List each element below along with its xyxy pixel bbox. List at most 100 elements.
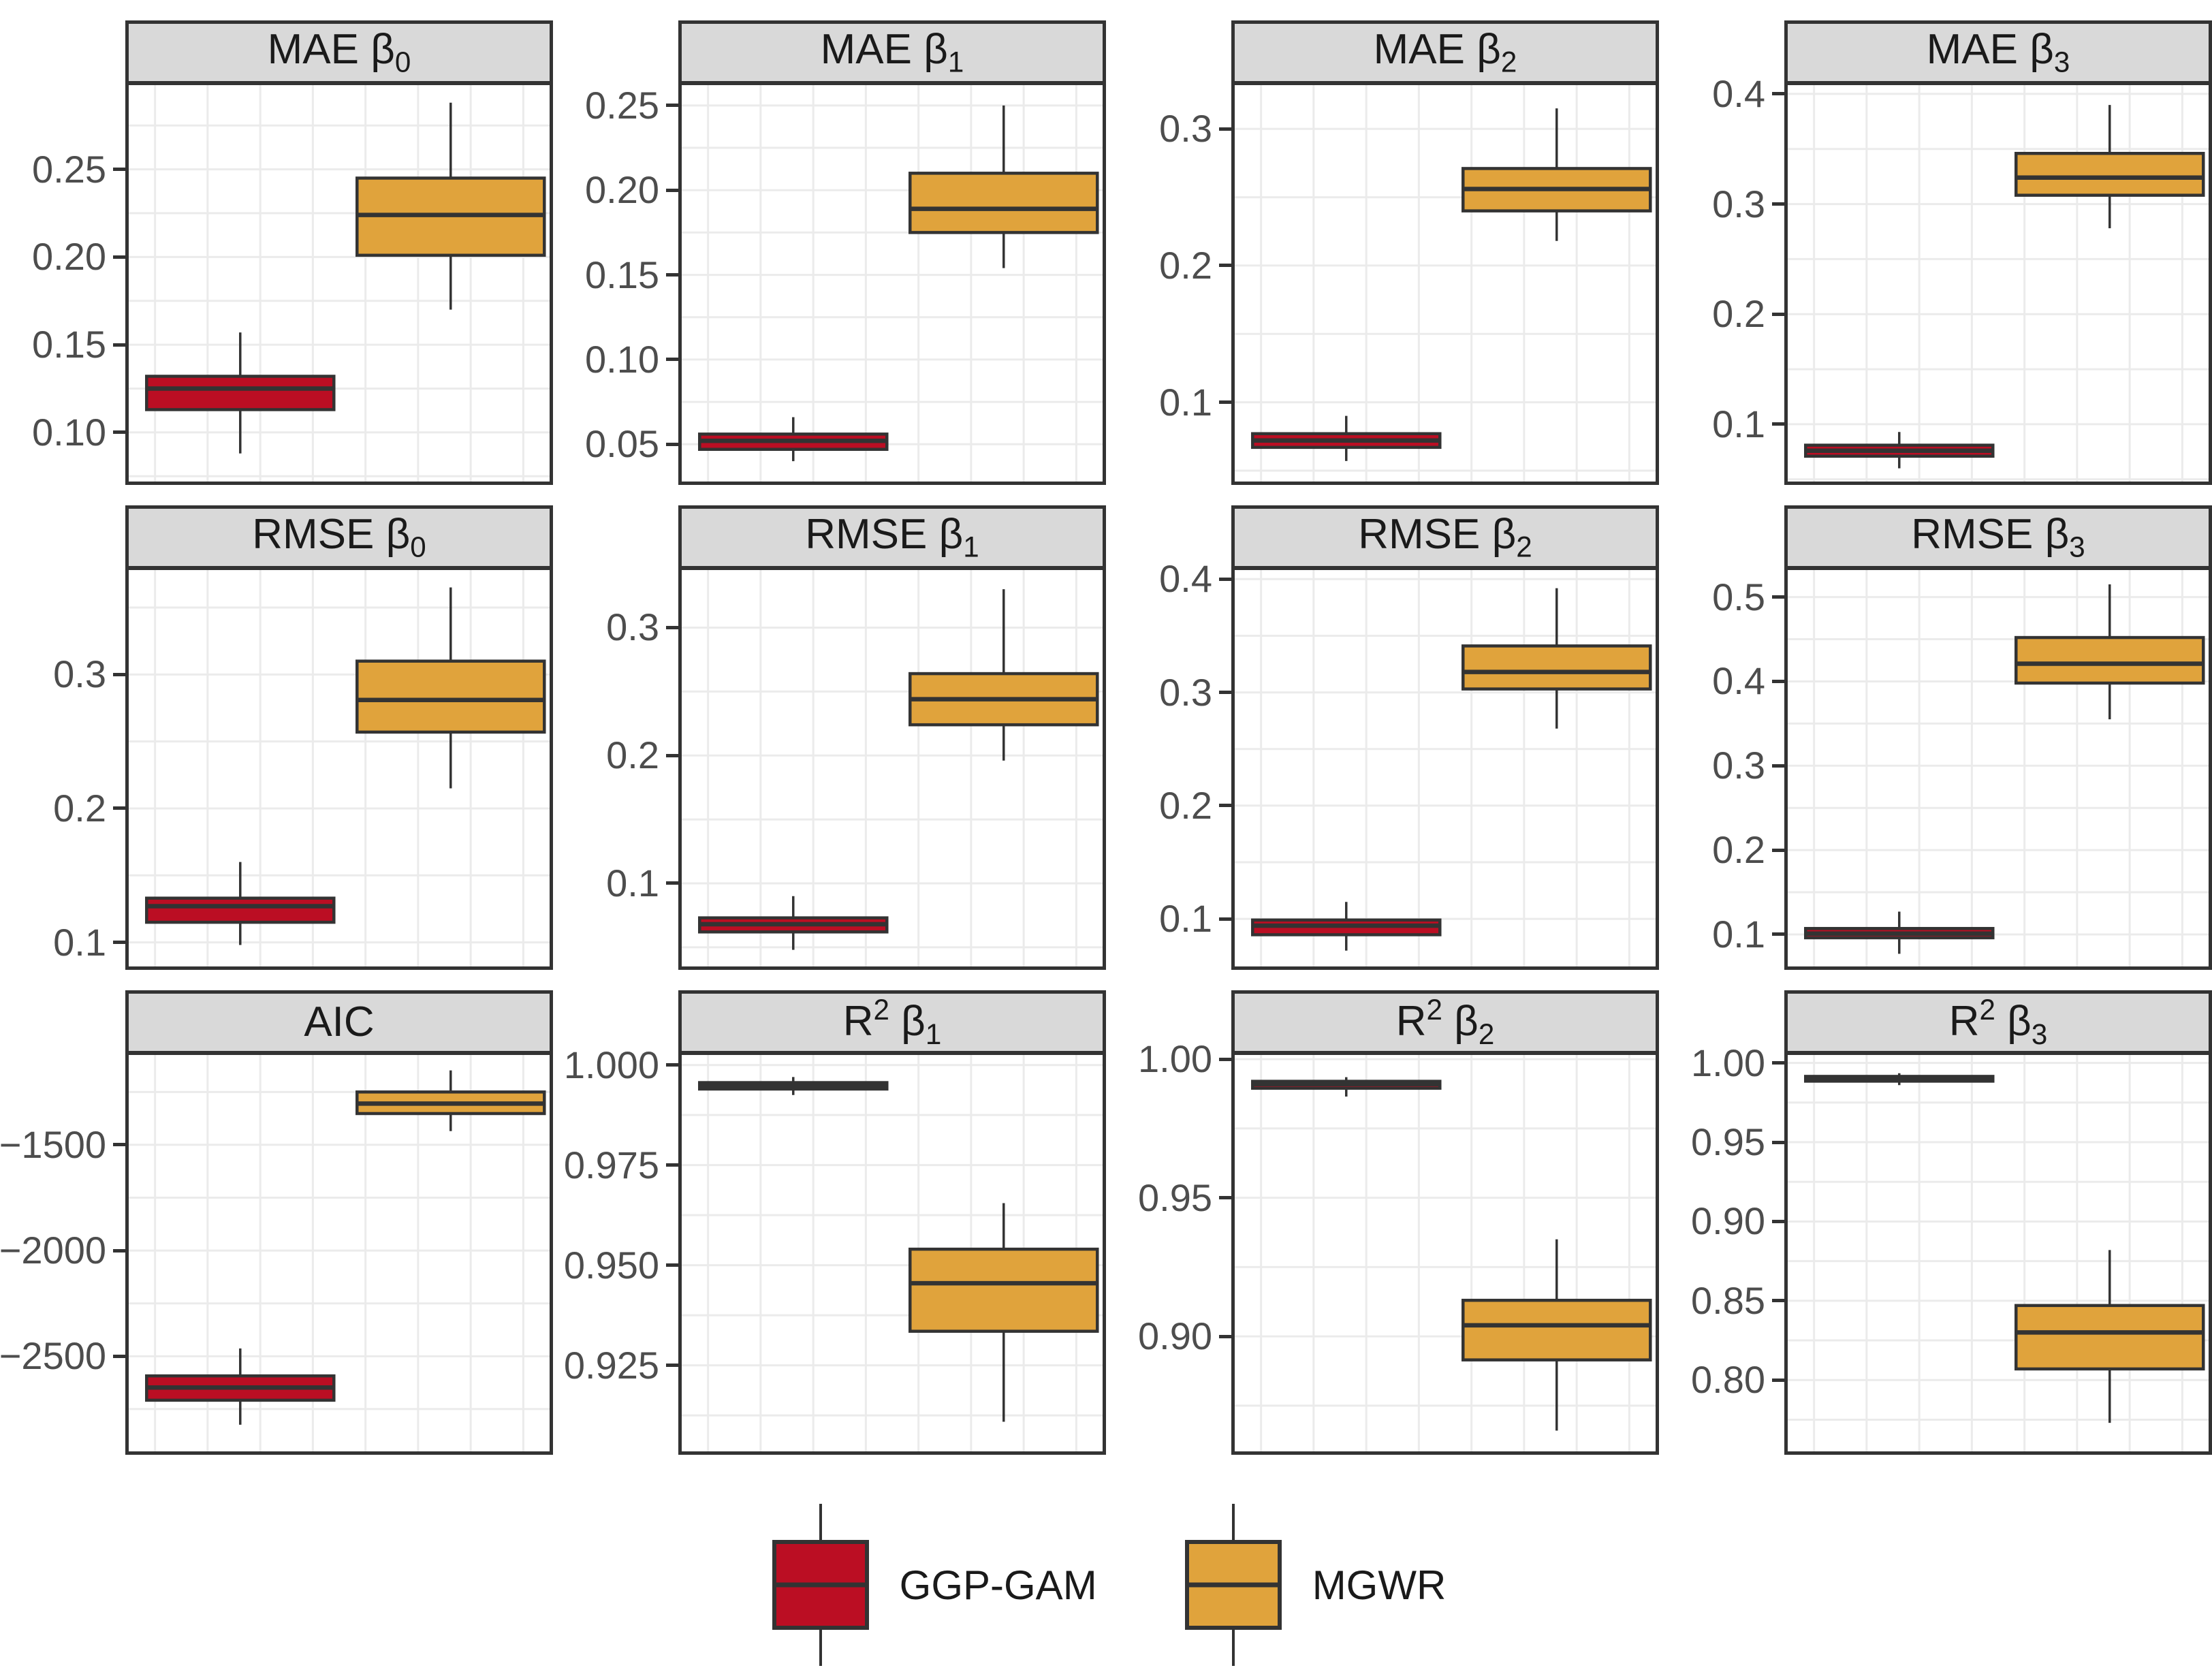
y-tick-label: −2500 <box>0 1334 106 1378</box>
facet-cell: 0.4 0.3 0.2 0.1 RMSE β2 <box>1106 505 1659 974</box>
boxplot-plot-area <box>129 1055 550 1451</box>
facet-title-subscript: 2 <box>1478 1018 1495 1050</box>
facet-cell: 0.25 0.20 0.15 0.10 0.05 MAE β1 <box>553 20 1106 489</box>
facet-title-text: RMSE β <box>1358 510 1517 558</box>
y-tick-mark <box>1772 1219 1784 1223</box>
facet-strip: MAE β1 <box>682 24 1103 85</box>
y-axis: 0.3 0.2 0.1 <box>0 505 125 970</box>
y-tick-mark <box>113 255 125 259</box>
y-tick-mark <box>666 104 678 108</box>
panel: RMSE β3 <box>1784 505 2212 970</box>
facet-title-subscript: 1 <box>963 531 979 563</box>
facet-strip: R2 β2 <box>1235 994 1656 1055</box>
y-tick-label: 0.10 <box>32 410 106 454</box>
y-tick-mark <box>1219 917 1231 921</box>
facet-cell: 1.00 0.95 0.90 R2 β2 <box>1106 990 1659 1459</box>
facet-title-text: AIC <box>304 998 375 1045</box>
y-tick-label: 0.4 <box>1159 557 1212 601</box>
y-axis: 0.3 0.2 0.1 <box>553 505 678 970</box>
facet-title-subscript: 2 <box>1516 531 1532 563</box>
y-tick-mark <box>1772 1299 1784 1303</box>
y-tick-mark <box>666 1163 678 1167</box>
boxplot-plot-area <box>1788 1055 2209 1451</box>
facet-title: R2 β3 <box>1949 995 2048 1049</box>
y-tick-label: 0.975 <box>563 1143 659 1186</box>
facet-strip: AIC <box>129 994 550 1055</box>
facet-cell: 0.3 0.2 0.1 RMSE β1 <box>553 505 1106 974</box>
boxplot-plot-area <box>1235 570 1656 966</box>
facet-cell: 0.4 0.3 0.2 0.1 MAE β3 <box>1659 20 2212 489</box>
panel: RMSE β2 <box>1231 505 1659 970</box>
facet-title-text: RMSE β <box>805 510 964 558</box>
y-tick-mark <box>1772 932 1784 936</box>
y-tick-label: 0.05 <box>585 422 659 466</box>
y-tick-mark <box>113 1143 125 1147</box>
y-tick-mark <box>1772 595 1784 599</box>
y-tick-mark <box>113 1248 125 1252</box>
y-tick-mark <box>113 168 125 172</box>
y-tick-label: 1.00 <box>1138 1037 1212 1081</box>
y-tick-label: 0.3 <box>606 605 659 649</box>
panel: MAE β0 <box>125 20 553 485</box>
legend-key-boxplot-icon <box>772 1504 869 1666</box>
legend-label: GGP-GAM <box>899 1562 1097 1608</box>
facet-title: RMSE β1 <box>805 510 979 563</box>
y-tick-label: 0.2 <box>1159 243 1212 287</box>
facet-strip: RMSE β3 <box>1788 509 2209 570</box>
y-tick-mark <box>1772 1140 1784 1144</box>
y-tick-label: 0.2 <box>606 734 659 777</box>
panel-background <box>682 570 1103 966</box>
facet-title: RMSE β2 <box>1358 510 1532 563</box>
y-tick-mark <box>666 881 678 885</box>
y-tick-label: 0.15 <box>32 323 106 366</box>
box-ggp-gam <box>145 896 336 924</box>
facet-cell: 0.5 0.4 0.3 0.2 0.1 RMSE β3 <box>1659 505 2212 974</box>
y-tick-mark <box>666 1263 678 1267</box>
y-tick-mark <box>1219 264 1231 268</box>
facet-strip: R2 β1 <box>682 994 1103 1055</box>
y-tick-label: 0.1 <box>1159 897 1212 941</box>
y-tick-label: 0.3 <box>1159 107 1212 151</box>
y-tick-label: 0.1 <box>53 920 106 964</box>
y-tick-label: 0.1 <box>1712 912 1765 956</box>
panel-background <box>129 85 550 482</box>
facet-title-text: β <box>1442 998 1479 1045</box>
y-tick-label: 0.2 <box>1712 828 1765 872</box>
y-tick-mark <box>1219 400 1231 405</box>
facet-cell: 1.000 0.975 0.950 0.925 R2 β1 <box>553 990 1106 1459</box>
facet-title-text: R <box>1395 998 1427 1045</box>
boxplot-plot-area <box>682 570 1103 966</box>
facet-title: AIC <box>304 1001 374 1043</box>
y-tick-label: 0.95 <box>1691 1120 1765 1164</box>
y-tick-mark <box>1772 848 1784 852</box>
y-tick-label: 1.000 <box>563 1043 659 1086</box>
y-tick-label: 0.20 <box>585 168 659 212</box>
facet-title: MAE β3 <box>1927 28 2070 78</box>
facet-title: MAE β1 <box>821 28 964 77</box>
facet-cell: 0.3 0.2 0.1 MAE β2 <box>1106 20 1659 489</box>
y-tick-mark <box>1219 804 1231 808</box>
facet-title: MAE β2 <box>1374 28 1517 77</box>
box-mgwr <box>908 1247 1099 1333</box>
y-tick-mark <box>1219 127 1231 131</box>
y-tick-label: 0.3 <box>53 652 106 696</box>
y-tick-mark <box>113 1354 125 1358</box>
y-axis: 0.5 0.4 0.3 0.2 0.1 <box>1659 505 1784 970</box>
y-tick-label: 0.2 <box>1712 292 1765 336</box>
facet-cell: −1500 −2000 −2500 AIC <box>0 990 553 1459</box>
facet-title: RMSE β3 <box>1911 513 2085 562</box>
boxplot-plot-area <box>1788 85 2209 482</box>
y-tick-label: 1.00 <box>1691 1041 1765 1084</box>
y-tick-label: −2000 <box>0 1229 106 1272</box>
panel: MAE β3 <box>1784 20 2212 485</box>
facet-title-text: β <box>889 998 926 1045</box>
facet-cell: 0.25 0.20 0.15 0.10 MAE β0 <box>0 20 553 489</box>
facet-title-subscript: 3 <box>2053 46 2070 78</box>
boxplot-plot-area <box>682 85 1103 482</box>
y-axis: 1.00 0.95 0.90 0.85 0.80 <box>1659 990 1784 1455</box>
y-axis: 0.4 0.3 0.2 0.1 <box>1659 20 1784 485</box>
facet-title: RMSE β0 <box>252 513 426 562</box>
y-tick-label: 0.95 <box>1138 1176 1212 1219</box>
y-tick-label: 0.2 <box>53 786 106 830</box>
panel: MAE β2 <box>1231 20 1659 485</box>
